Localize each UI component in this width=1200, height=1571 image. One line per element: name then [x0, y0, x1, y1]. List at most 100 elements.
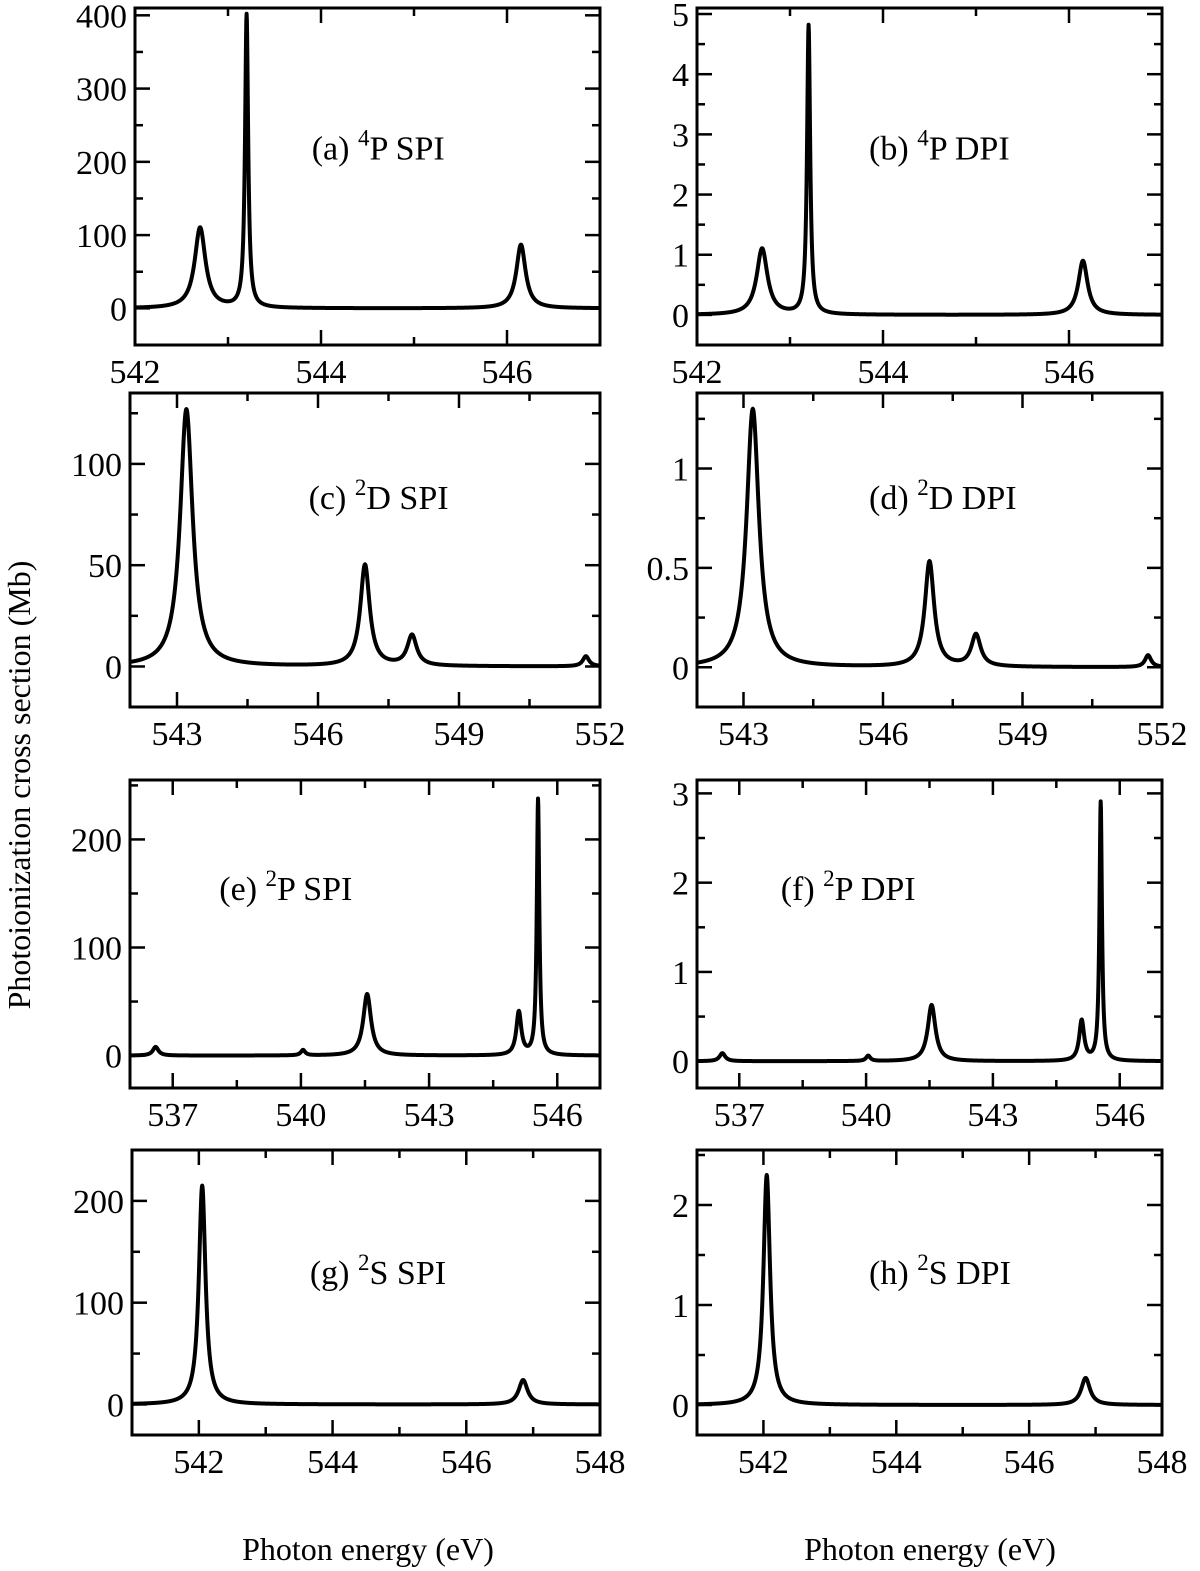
chart-panel-d: 543 546 549 552 0 0.5 1 (d) 2D DPI [647, 391, 1188, 753]
panel-label-kind: DPI [962, 480, 1017, 517]
panel-label: (d) 2D DPI [869, 475, 1017, 517]
x-tick-label: 546 [441, 1444, 492, 1481]
y-tick-label: 1 [672, 452, 689, 489]
panel-label-superscript: 4 [917, 126, 929, 151]
y-tick-label: 5 [672, 0, 689, 34]
plot-frame [695, 6, 1164, 347]
panel-label-superscript: 2 [355, 475, 367, 500]
panel-label-symbol: P [369, 131, 395, 168]
plot-frame [695, 1148, 1164, 1437]
panel-label-superscript: 2 [917, 1250, 929, 1275]
panel-label-symbol: S [929, 1255, 956, 1292]
y-tick-label: 200 [71, 822, 122, 859]
x-tick-label: 544 [871, 1444, 922, 1481]
y-tick-label: 100 [71, 447, 122, 484]
panel-label: (c) 2D SPI [309, 475, 449, 517]
panel-label-superscript: 4 [358, 126, 370, 151]
panel-label-kind: SPI [396, 131, 445, 168]
chart-panel-g: 542 544 546 548 0 100 200 (g) 2S SPI [73, 1148, 626, 1481]
chart-panel-c: 543 546 549 552 0 50 100 (c) 2D SPI [71, 391, 626, 753]
x-tick-label: 540 [841, 1097, 892, 1134]
x-tick-label: 546 [293, 716, 344, 753]
series-line [130, 1183, 602, 1407]
y-tick-label: 200 [76, 145, 127, 182]
x-tick-label: 544 [858, 354, 909, 391]
y-tick-label: 100 [71, 931, 122, 968]
x-tick-label: 548 [1137, 1444, 1188, 1481]
panel-label-kind: SPI [399, 480, 448, 517]
panel-label-superscript: 2 [823, 866, 835, 891]
x-tick-label: 552 [575, 716, 626, 753]
y-tick-label: 400 [76, 0, 127, 35]
x-tick-label: 546 [1004, 1444, 1055, 1481]
y-tick-label: 2 [672, 178, 689, 215]
x-tick-label: 552 [1137, 716, 1188, 753]
panel-label: (f) 2P DPI [781, 866, 916, 908]
x-tick-label: 543 [718, 716, 769, 753]
panel-label: (b) 4P DPI [869, 126, 1010, 168]
plot-frame [133, 6, 602, 347]
y-tick-label: 3 [672, 117, 689, 154]
y-tick-label: 50 [88, 548, 122, 585]
panel-label: (h) 2S DPI [869, 1250, 1011, 1292]
panel-label-prefix: (h) [869, 1255, 917, 1292]
y-tick-label: 200 [73, 1184, 124, 1221]
y-tick-label: 3 [672, 776, 689, 813]
y-tick-label: 0 [672, 1388, 689, 1425]
panel-label-kind: SPI [303, 871, 352, 908]
y-tick-label: 2 [672, 866, 689, 903]
series-line [128, 796, 602, 1058]
x-tick-label: 543 [404, 1097, 455, 1134]
x-tick-label: 542 [173, 1444, 224, 1481]
plot-frame [695, 778, 1164, 1090]
chart-panel-a: 542 544 546 0 100 200 300 400 (a) 4P SPI [76, 0, 602, 391]
panel-label-symbol: D [929, 480, 962, 517]
y-tick-label: 2 [672, 1188, 689, 1225]
panel-label-kind: DPI [955, 131, 1010, 168]
chart-panel-e: 537 540 543 546 0 100 200 (e) 2P SPI [71, 778, 602, 1134]
y-tick-label: 0.5 [647, 551, 690, 588]
x-tick-label: 542 [672, 354, 723, 391]
x-tick-label: 537 [147, 1097, 198, 1134]
x-tick-label: 546 [1094, 1097, 1145, 1134]
plot-frame [695, 391, 1164, 709]
x-tick-label: 540 [275, 1097, 326, 1134]
series-line [695, 406, 1164, 669]
x-tick-label: 549 [434, 716, 485, 753]
x-tick-label: 546 [858, 716, 909, 753]
x-tick-label: 544 [307, 1444, 358, 1481]
x-tick-label: 543 [967, 1097, 1018, 1134]
panel-label-kind: DPI [956, 1255, 1011, 1292]
panel-label-superscript: 2 [266, 866, 278, 891]
plot-frame [130, 1148, 602, 1437]
panel-label-symbol: S [369, 1255, 396, 1292]
y-tick-label: 4 [672, 57, 689, 94]
series-line [695, 1172, 1164, 1407]
y-tick-label: 1 [672, 955, 689, 992]
x-tick-label: 546 [1044, 354, 1095, 391]
y-axis-title: Photoionization cross section (Mb) [1, 561, 37, 1010]
x-tick-label: 548 [575, 1444, 626, 1481]
panel-label-prefix: (c) [309, 480, 355, 517]
x-tick-label: 546 [532, 1097, 583, 1134]
y-tick-label: 1 [672, 1288, 689, 1325]
y-tick-label: 0 [110, 291, 127, 328]
y-tick-label: 100 [73, 1286, 124, 1323]
series-line [695, 799, 1164, 1064]
y-tick-label: 0 [105, 1039, 122, 1076]
y-tick-label: 0 [672, 298, 689, 335]
y-tick-label: 0 [107, 1387, 124, 1424]
panel-label-prefix: (d) [869, 480, 917, 517]
x-tick-label: 549 [997, 716, 1048, 753]
series-line [133, 11, 602, 311]
panel-label-symbol: D [366, 480, 399, 517]
panel-label-superscript: 2 [917, 475, 929, 500]
x-axis-title-left: Photon energy (eV) [242, 1531, 494, 1567]
x-axis-title-right: Photon energy (eV) [804, 1531, 1056, 1567]
panel-label-symbol: P [835, 871, 861, 908]
panel-label-kind: SPI [397, 1255, 446, 1292]
